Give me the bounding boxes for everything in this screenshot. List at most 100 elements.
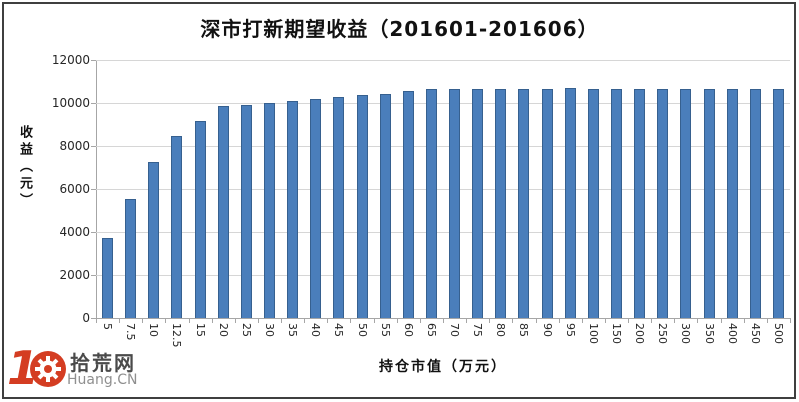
x-tick-label-60: 60 (401, 323, 415, 337)
bar-70 (449, 88, 461, 318)
x-tick-label-5: 5 (101, 323, 115, 330)
x-tick (96, 319, 97, 323)
y-axis-title: 收益（元） (17, 125, 32, 210)
x-tick (350, 319, 352, 323)
bar-400 (726, 88, 738, 318)
x-tick (211, 319, 213, 323)
x-tick (188, 319, 190, 323)
y-tick-label: 6000 (59, 182, 90, 196)
bar-450 (749, 89, 761, 318)
bar-30 (264, 103, 275, 318)
x-tick-label-50: 50 (355, 323, 369, 337)
x-tick-label-15: 15 (193, 323, 207, 337)
x-tick-label-100: 100 (586, 323, 600, 344)
y-tick-label: 2000 (59, 268, 90, 282)
x-tick-label-300: 300 (679, 323, 693, 344)
x-tick-label-400: 400 (725, 323, 739, 344)
plot-area (96, 59, 790, 318)
x-tick (558, 319, 560, 323)
bar-12.5 (171, 136, 183, 318)
y-tick (91, 189, 96, 190)
x-tick (743, 319, 745, 323)
y-tick (91, 146, 96, 147)
x-tick-label-55: 55 (378, 323, 392, 337)
bar-150 (611, 88, 622, 318)
x-tick (489, 319, 491, 323)
bar-80 (495, 88, 507, 318)
bar-60 (402, 91, 414, 318)
x-tick (304, 319, 306, 323)
x-tick-label-90: 90 (540, 323, 554, 337)
gridline-4000 (96, 231, 790, 233)
bar-75 (472, 89, 484, 318)
bar-65 (425, 89, 437, 318)
gridline-10000 (96, 102, 790, 104)
x-tick (257, 319, 259, 323)
y-axis-line (96, 60, 97, 319)
y-tick-label: 0 (82, 311, 90, 325)
gridline-8000 (96, 145, 790, 147)
bar-100 (587, 88, 599, 318)
x-tick-label-25: 25 (239, 323, 253, 337)
bar-40 (310, 98, 322, 318)
x-tick (234, 319, 236, 323)
x-tick-label-350: 350 (702, 323, 716, 344)
y-tick (91, 318, 96, 319)
gridline-2000 (96, 274, 790, 276)
x-tick (512, 319, 514, 323)
x-tick-label-20: 20 (216, 323, 230, 337)
y-tick (91, 103, 96, 104)
x-tick-label-65: 65 (424, 323, 438, 337)
y-tick-label: 10000 (51, 96, 90, 110)
bar-5 (102, 238, 114, 318)
x-tick (535, 319, 537, 323)
x-tick-label-85: 85 (517, 323, 531, 337)
bar-95 (564, 88, 576, 318)
x-tick (697, 319, 699, 323)
x-tick (119, 319, 121, 323)
bar-55 (379, 93, 391, 318)
bar-20 (217, 106, 229, 318)
bar-500 (772, 89, 784, 318)
x-tick (766, 319, 768, 323)
x-tick (466, 319, 468, 323)
y-tick (91, 232, 96, 233)
x-tick-label-10: 10 (147, 323, 161, 337)
x-tick (396, 319, 398, 323)
x-tick (165, 319, 167, 323)
bar-350 (703, 88, 715, 318)
x-tick-label-250: 250 (656, 323, 670, 344)
bar-7.5 (125, 198, 137, 318)
bar-85 (518, 88, 530, 318)
x-tick-label-200: 200 (633, 323, 647, 344)
x-tick-label-45: 45 (332, 323, 346, 337)
gridline-12000 (96, 59, 790, 61)
x-tick-label-35: 35 (286, 323, 300, 337)
logo-site-url: Huang.CN (67, 372, 138, 388)
bar-300 (680, 88, 692, 318)
bar-250 (657, 88, 669, 318)
chart-title: 深市打新期望收益（201601-201606） (200, 17, 599, 41)
x-axis-line (96, 318, 791, 319)
x-tick (790, 319, 791, 323)
y-tick (91, 275, 96, 276)
bar-25 (240, 105, 252, 318)
x-tick (327, 319, 329, 323)
x-tick-label-450: 450 (748, 323, 762, 344)
gear-icon (29, 350, 67, 388)
x-tick (142, 319, 144, 323)
x-tick (373, 319, 375, 323)
bar-90 (541, 88, 553, 318)
x-tick-label-95: 95 (563, 323, 577, 337)
x-tick-label-75: 75 (471, 323, 485, 337)
x-axis-title: 持仓市值（万元） (379, 359, 507, 375)
x-tick (581, 319, 583, 323)
bar-35 (287, 100, 299, 318)
x-tick (604, 319, 606, 323)
bar-15 (194, 121, 206, 318)
x-tick-label-12.5: 12.5 (170, 323, 184, 348)
x-tick (419, 319, 421, 323)
bar-50 (356, 95, 368, 318)
x-tick-label-70: 70 (448, 323, 462, 337)
